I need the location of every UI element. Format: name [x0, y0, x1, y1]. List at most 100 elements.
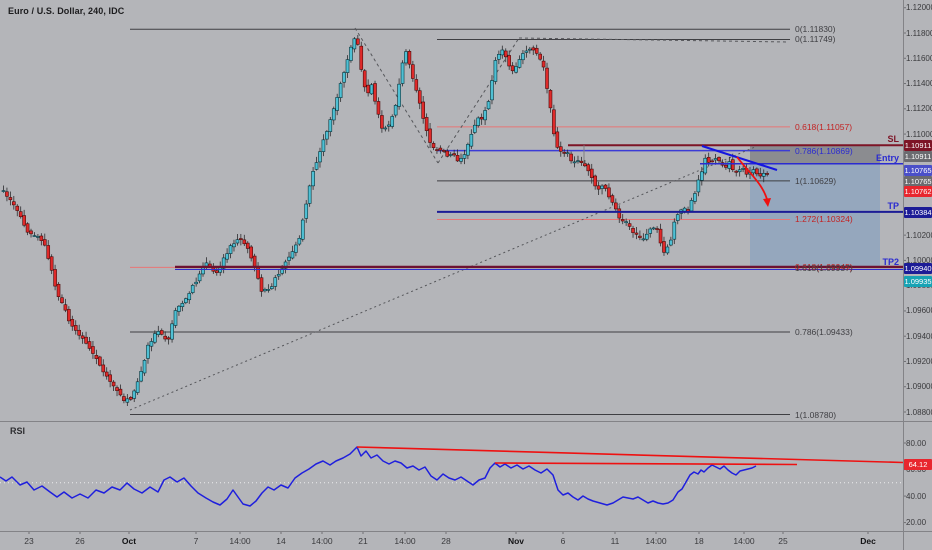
candle	[414, 79, 419, 91]
time-tick-label-Nov[interactable]: Nov	[507, 536, 525, 546]
candle	[579, 160, 584, 163]
candle	[565, 152, 570, 155]
candle	[411, 64, 415, 79]
candle	[331, 108, 336, 121]
time-tick-label-28[interactable]: 28	[441, 536, 451, 546]
candle	[104, 371, 109, 377]
time-tick-label-14:00[interactable]: 14:00	[311, 536, 333, 546]
candle	[311, 171, 315, 187]
candle	[366, 84, 370, 94]
candle	[383, 127, 388, 130]
candle	[15, 205, 20, 211]
candle	[101, 364, 106, 373]
candle	[290, 251, 295, 259]
candle	[60, 297, 64, 304]
candle	[280, 268, 284, 274]
time-tick-label-21[interactable]: 21	[358, 536, 368, 546]
candle	[576, 160, 580, 162]
candle	[252, 255, 257, 267]
candle	[228, 245, 233, 254]
candle	[651, 227, 656, 230]
candle	[380, 115, 384, 129]
price-tick-label: 1.11200	[906, 104, 932, 114]
rsi-trendline-red[interactable]	[494, 462, 798, 466]
candle	[1, 190, 6, 192]
candle	[486, 101, 491, 110]
candle	[572, 161, 577, 164]
time-axis-separator	[0, 531, 932, 532]
trend-line-blue[interactable]	[701, 145, 778, 171]
time-tick-label-26[interactable]: 26	[75, 536, 85, 546]
candle	[583, 163, 587, 167]
time-tick-label-14:00[interactable]: 14:00	[733, 536, 755, 546]
rsi-line	[0, 446, 757, 507]
candle	[70, 319, 75, 327]
pane-separator[interactable]	[0, 421, 932, 422]
time-tick-label-14:00[interactable]: 14:00	[645, 536, 667, 546]
time-tick-label-14:00[interactable]: 14:00	[229, 536, 251, 546]
time-tick-label-14[interactable]: 14	[276, 536, 286, 546]
candle	[352, 38, 357, 50]
tp2-label[interactable]: TP2	[882, 257, 899, 267]
candle	[428, 128, 432, 143]
candle	[87, 341, 92, 349]
rsi-indicator-label[interactable]: RSI	[10, 426, 26, 436]
sl-label[interactable]: SL	[887, 134, 899, 144]
candle	[610, 195, 615, 203]
candle	[669, 239, 673, 246]
time-tick-label-14:00[interactable]: 14:00	[394, 536, 416, 546]
candle	[497, 54, 501, 60]
candle	[273, 277, 278, 287]
tp-label[interactable]: TP	[887, 201, 899, 211]
candle	[589, 168, 594, 178]
entry-label[interactable]: Entry	[875, 153, 899, 163]
candle	[700, 171, 704, 181]
candle	[94, 355, 99, 359]
time-tick-label-7[interactable]: 7	[193, 536, 199, 546]
candle	[304, 203, 309, 219]
price-tick-label: 1.09000	[906, 382, 932, 392]
candle	[122, 396, 126, 401]
candle	[80, 335, 85, 339]
candle	[710, 160, 714, 163]
candle	[593, 175, 597, 187]
time-tick-label-25[interactable]: 25	[778, 536, 788, 546]
candle	[631, 228, 635, 233]
candle	[221, 257, 226, 269]
candle	[245, 242, 250, 249]
fib-dashed-connector	[129, 146, 756, 411]
fib-extension-level-label: 1.618(1.09937)	[795, 263, 853, 274]
price-tick-label: 1.11400	[906, 79, 932, 89]
candle	[204, 262, 209, 267]
time-tick-label-6[interactable]: 6	[560, 536, 566, 546]
time-tick-label-Dec[interactable]: Dec	[860, 536, 876, 546]
fib-retracement-level-label: 0.618(1.09945)	[795, 262, 853, 273]
candle	[407, 51, 412, 65]
candle	[469, 134, 474, 147]
price-tick-label: 1.09200	[906, 356, 932, 366]
price-tick-label: 1.08800	[906, 407, 932, 417]
candle	[730, 159, 735, 170]
price-axis-separator[interactable]	[903, 0, 904, 550]
fib-extension-level-label: 0(1.11749)	[795, 34, 836, 45]
candle	[689, 200, 694, 212]
candle	[135, 381, 140, 393]
candle	[514, 66, 518, 73]
fib-retracement-level-label: 0(1.11830)	[795, 24, 836, 35]
candle	[239, 238, 243, 240]
candle	[325, 131, 329, 140]
candle	[648, 228, 653, 234]
time-tick-label-18[interactable]: 18	[694, 536, 704, 546]
candle	[307, 185, 312, 204]
rsi-trendline-red[interactable]	[356, 446, 904, 464]
time-tick-label-23[interactable]: 23	[24, 536, 34, 546]
candle	[665, 246, 670, 254]
candle	[386, 124, 391, 127]
time-tick-label-11[interactable]: 11	[610, 536, 620, 546]
symbol-title[interactable]: Euro / U.S. Dollar, 240, IDC	[8, 6, 125, 16]
candle	[607, 187, 611, 198]
time-tick-label-Oct[interactable]: Oct	[121, 536, 137, 546]
candle	[672, 221, 677, 240]
